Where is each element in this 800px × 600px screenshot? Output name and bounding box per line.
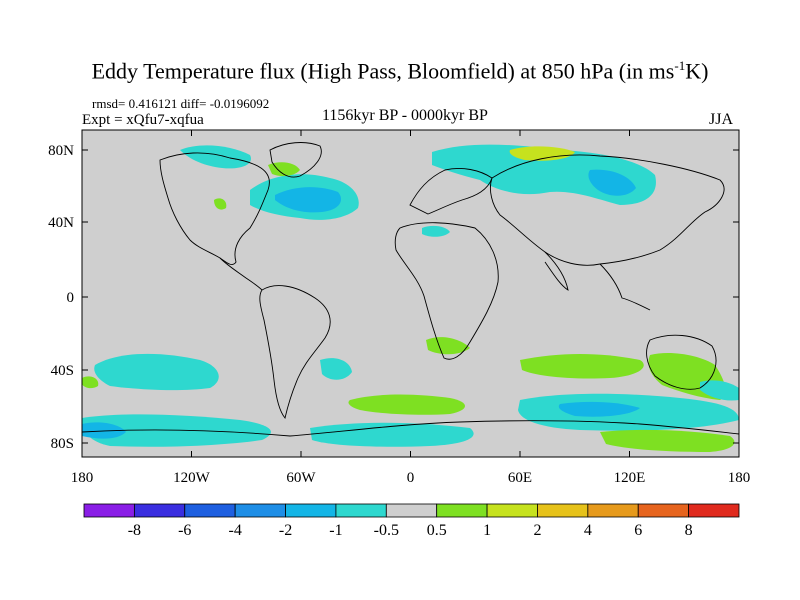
experiment-label: Expt = xQfu7-xqfua bbox=[82, 112, 204, 128]
coast-greenland bbox=[269, 142, 322, 178]
lat-label: 40N bbox=[48, 215, 74, 231]
contour-south-atlantic-green bbox=[348, 394, 465, 415]
contour-antarctic-cyan-atlantic bbox=[310, 422, 474, 447]
contour-antarctic-cyan-west bbox=[82, 414, 271, 447]
lon-label: 120E bbox=[614, 470, 646, 486]
contour-south-africa-green bbox=[426, 337, 470, 355]
colorbar-swatch bbox=[83, 503, 135, 518]
contour-canada bbox=[180, 145, 251, 169]
colorbar-swatch bbox=[335, 503, 387, 518]
lon-label: 0 bbox=[407, 470, 415, 486]
contour-eurasia-inner bbox=[588, 169, 636, 196]
lat-label: 80S bbox=[51, 436, 74, 452]
colorbar-swatch bbox=[184, 503, 236, 518]
lat-axis: 80N 40N 0 40S 80S bbox=[48, 143, 74, 452]
lon-label: 180 bbox=[728, 470, 751, 486]
period-label: 1156kyr BP - 0000kyr BP bbox=[322, 107, 488, 124]
colorbar-label: -1 bbox=[329, 522, 342, 539]
coast-south-america bbox=[259, 285, 331, 419]
coast-australia bbox=[646, 334, 717, 390]
colorbar-label: 6 bbox=[634, 522, 642, 539]
colorbar-swatch bbox=[385, 503, 438, 518]
coast-southeast-asia bbox=[599, 263, 651, 311]
colorbar-swatch bbox=[537, 503, 589, 518]
contour-north-atlantic-core bbox=[275, 187, 342, 213]
colorbar-label: 1 bbox=[483, 522, 491, 539]
colorbar-label: 0.5 bbox=[427, 522, 447, 539]
coast-north-america bbox=[159, 152, 270, 265]
coastlines bbox=[82, 142, 739, 437]
colorbar-label: 4 bbox=[584, 522, 592, 539]
lon-label: 120W bbox=[173, 470, 211, 486]
plot-title: Eddy Temperature flux (High Pass, Bloomf… bbox=[91, 58, 709, 84]
season-label: JJA bbox=[709, 111, 734, 128]
contour-greenland-green bbox=[268, 162, 300, 177]
colorbar-swatch bbox=[285, 503, 337, 518]
colorbar-label: -8 bbox=[128, 522, 141, 539]
coast-antarctica bbox=[82, 420, 739, 437]
lon-label: 60W bbox=[286, 470, 316, 486]
colorbar-label: -4 bbox=[228, 522, 241, 539]
contour-siberia-yellow bbox=[509, 146, 575, 161]
coast-africa bbox=[394, 222, 499, 360]
contour-south-pacific-green bbox=[82, 376, 99, 389]
contour-south-indian-cyan bbox=[700, 380, 739, 401]
coast-asia bbox=[489, 154, 725, 266]
contour-antarctic-green-east bbox=[600, 429, 735, 452]
contour-atlantic-green bbox=[214, 198, 227, 210]
coast-central-america bbox=[219, 257, 263, 291]
lon-label: 60E bbox=[508, 470, 532, 486]
colorbar-label: 2 bbox=[533, 522, 541, 539]
colorbar-swatch bbox=[234, 503, 286, 518]
lon-label: 180 bbox=[71, 470, 94, 486]
lon-axis: 180 120W 60W 0 60E 120E 180 bbox=[71, 470, 751, 486]
contour-mediterranean bbox=[422, 225, 450, 237]
colorbar-label: -0.5 bbox=[374, 522, 399, 539]
colorbar-swatch bbox=[688, 503, 740, 518]
colorbar-swatch bbox=[436, 503, 488, 518]
lat-label: 80N bbox=[48, 143, 74, 159]
contour-indian-green bbox=[520, 354, 644, 379]
contour-southern-ocean-blue bbox=[558, 401, 640, 417]
axis-ticks bbox=[81, 130, 740, 457]
stats-label: rmsd= 0.416121 diff= -0.0196092 bbox=[92, 96, 270, 111]
colorbar bbox=[83, 503, 740, 518]
lat-label: 0 bbox=[67, 290, 75, 306]
colorbar-swatch bbox=[587, 503, 639, 518]
contour-south-america-cyan bbox=[320, 358, 352, 380]
contour-south-pacific bbox=[94, 353, 219, 391]
colorbar-swatch bbox=[133, 503, 186, 518]
colorbar-swatch bbox=[486, 503, 538, 518]
colorbar-label: 8 bbox=[685, 522, 693, 539]
colorbar-labels: -8 -6 -4 -2 -1 -0.5 0.5 1 2 4 6 8 bbox=[128, 522, 693, 539]
colorbar-label: -2 bbox=[279, 522, 292, 539]
lat-label: 40S bbox=[51, 363, 74, 379]
contour-shading bbox=[82, 144, 739, 452]
coast-india bbox=[544, 251, 569, 291]
colorbar-swatch bbox=[637, 503, 690, 518]
colorbar-label: -6 bbox=[178, 522, 191, 539]
